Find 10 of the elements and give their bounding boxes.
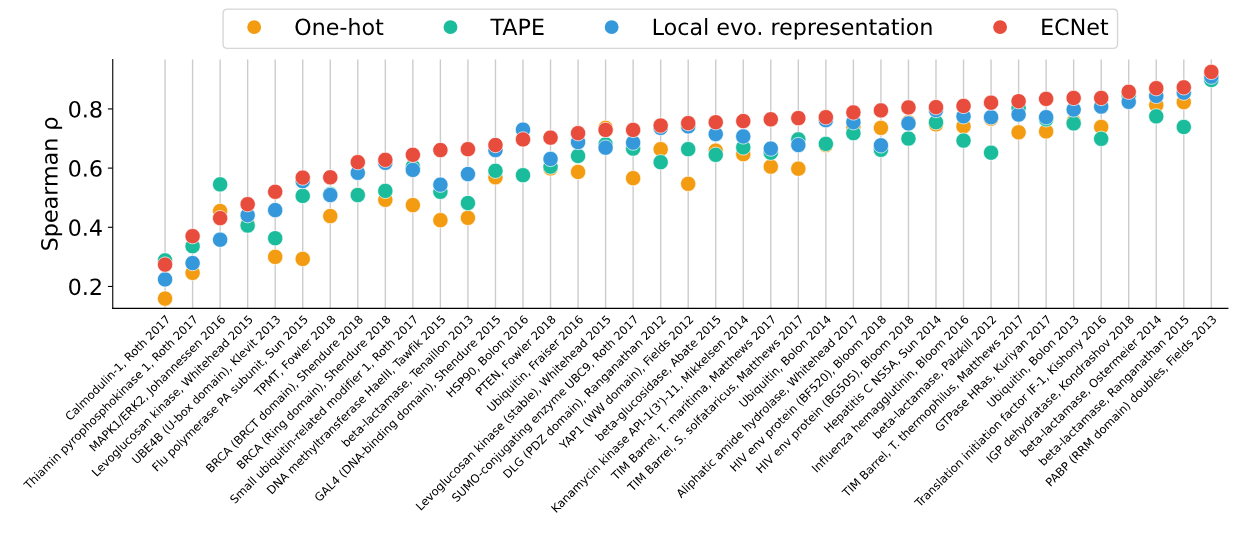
- legend-label: Local evo. representation: [653, 18, 932, 40]
- y-tick-label: 0.4: [69, 219, 102, 237]
- legend-label: One-hot: [295, 18, 384, 36]
- legend-label: ECNet: [1042, 18, 1109, 36]
- point: [955, 132, 972, 149]
- legend-label: TAPE: [490, 18, 544, 35]
- y-tick-label: 0.8: [69, 100, 102, 118]
- y-tick-label: 0.2: [69, 278, 101, 296]
- y-tick-label: 0.6: [69, 160, 102, 177]
- y-axis-title: Spearman ρ: [41, 117, 63, 250]
